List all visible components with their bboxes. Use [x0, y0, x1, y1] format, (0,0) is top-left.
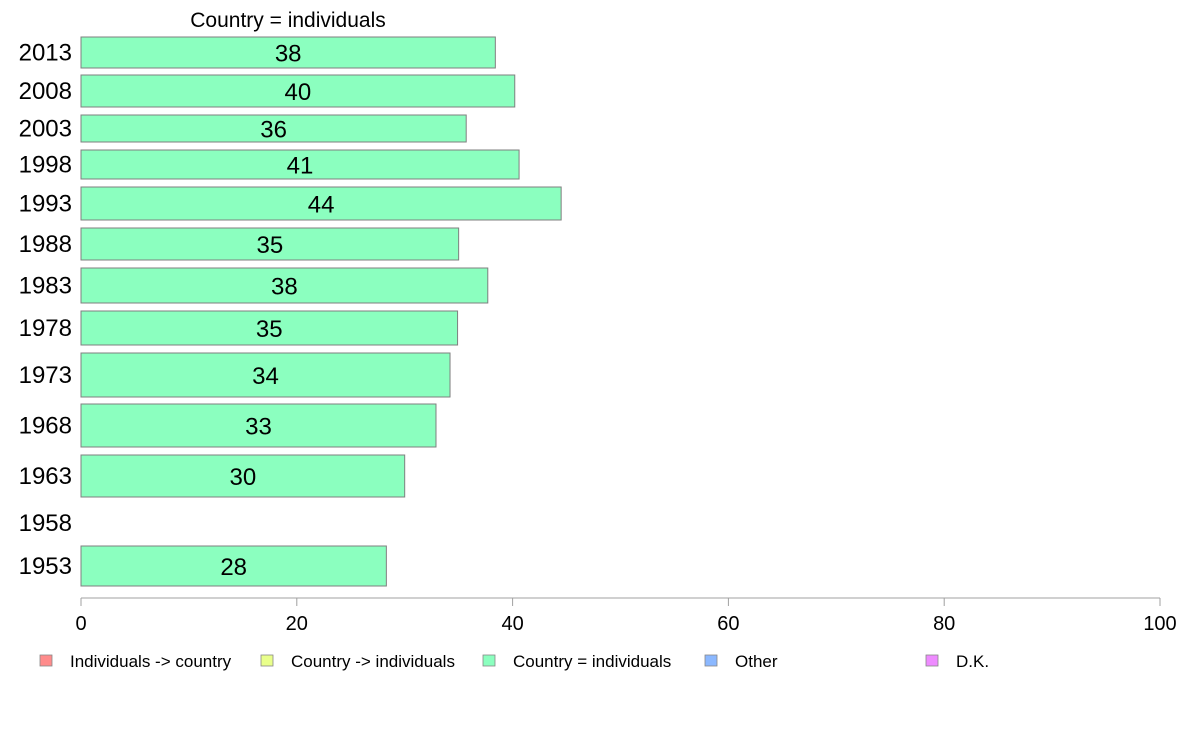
legend-swatch — [925, 654, 939, 667]
legend-swatch — [704, 654, 718, 667]
bars-group — [80, 36, 562, 587]
bar — [80, 114, 467, 143]
y-tick-label: 1973 — [19, 362, 72, 389]
bar — [80, 545, 387, 587]
bar-value-label: 36 — [260, 117, 287, 144]
bar — [80, 267, 489, 304]
bar — [80, 352, 451, 398]
legend-swatch — [39, 654, 53, 667]
bar — [80, 186, 562, 221]
legend-swatch — [260, 654, 274, 667]
legend-label: D.K. — [956, 652, 989, 671]
y-tick-label: 1978 — [19, 315, 72, 342]
bar-value-label: 35 — [256, 316, 283, 343]
bar — [80, 310, 459, 346]
x-tick-label: 0 — [75, 613, 86, 635]
bar — [80, 454, 406, 498]
legend-swatch — [482, 654, 496, 667]
bar-value-label: 34 — [252, 363, 279, 390]
y-tick-labels-group: 2013 2008 2003 1998 1993 1988 1983 1978 1973 1968… — [19, 40, 72, 581]
bar — [80, 403, 437, 448]
legend-label: Individuals -> country — [70, 652, 232, 671]
y-tick-label: 1968 — [19, 413, 72, 440]
bar-value-label: 30 — [229, 464, 256, 491]
x-tick-label: 20 — [286, 613, 308, 635]
x-tick-label: 80 — [933, 613, 955, 635]
bar-value-label: 38 — [275, 41, 302, 68]
bar-value-label: 33 — [245, 414, 272, 441]
bar-value-label: 40 — [285, 79, 312, 106]
x-tick-label: 100 — [1143, 613, 1176, 635]
y-tick-label: 1983 — [19, 273, 72, 300]
legend-label: Country = individuals — [513, 652, 671, 671]
y-tick-label: 1958 — [19, 510, 72, 537]
bar — [80, 227, 460, 261]
legend-label: Country -> individuals — [291, 652, 455, 671]
y-tick-label: 1988 — [19, 231, 72, 258]
x-tick-label: 40 — [501, 613, 523, 635]
legend: Individuals -> country Country -> individ… — [39, 652, 989, 671]
bar — [80, 149, 520, 180]
bar — [80, 74, 516, 108]
y-tick-label: 1993 — [19, 191, 72, 218]
bar-value-label: 38 — [271, 274, 298, 301]
legend-label: Other — [735, 652, 778, 671]
x-tick-label: 60 — [717, 613, 739, 635]
y-tick-label: 1963 — [19, 463, 72, 490]
y-tick-label: 1953 — [19, 553, 72, 580]
x-axis: 0 20 40 60 80 100 — [75, 597, 1177, 635]
y-tick-label: 2013 — [19, 40, 72, 67]
y-tick-label: 2003 — [19, 116, 72, 143]
y-tick-label: 2008 — [19, 78, 72, 105]
bar — [80, 36, 496, 69]
chart-title: Country = individuals — [190, 9, 386, 32]
y-tick-label: 1998 — [19, 152, 72, 179]
bar-value-label: 35 — [256, 232, 283, 259]
bar-value-label: 44 — [308, 192, 335, 219]
bar-value-label: 28 — [220, 554, 247, 581]
bar-value-label: 41 — [287, 153, 314, 180]
